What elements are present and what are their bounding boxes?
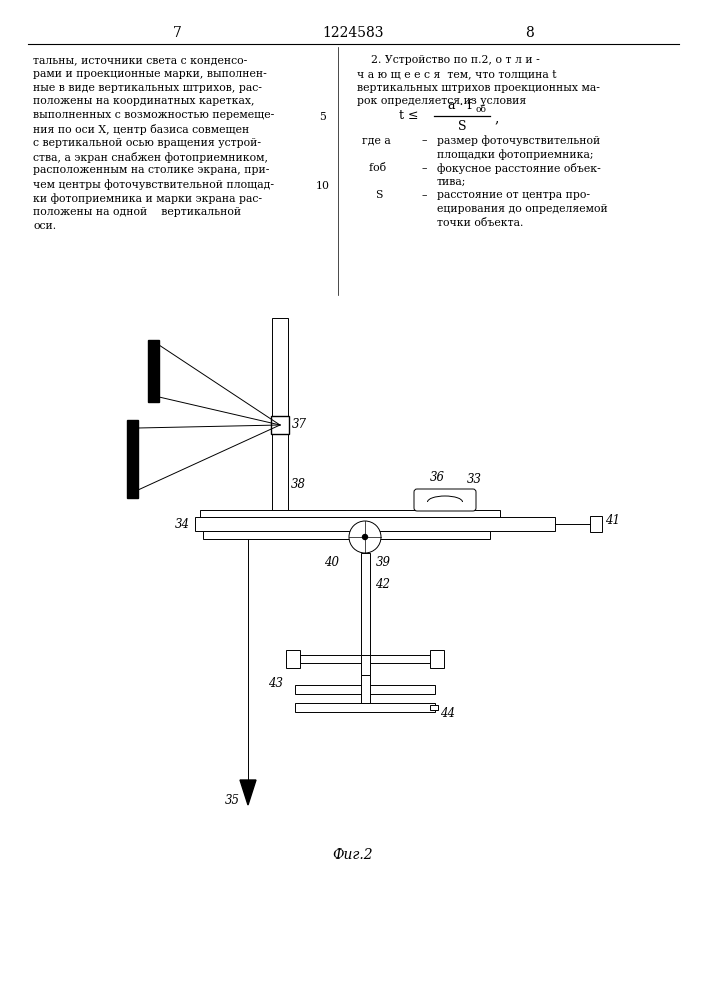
Text: ,: , bbox=[494, 111, 498, 125]
Text: тальны, источники света с конденсо-: тальны, источники света с конденсо- bbox=[33, 55, 247, 65]
Text: 38: 38 bbox=[291, 479, 306, 491]
Bar bbox=[361, 553, 370, 655]
Polygon shape bbox=[148, 340, 159, 402]
Bar bbox=[286, 650, 300, 668]
Text: t ≤: t ≤ bbox=[399, 109, 419, 122]
Text: 34: 34 bbox=[175, 518, 190, 530]
Text: размер фоточувствительной: размер фоточувствительной bbox=[437, 135, 600, 146]
Bar bbox=[195, 517, 555, 531]
Text: фокусное расстояние объек-: фокусное расстояние объек- bbox=[437, 163, 601, 174]
Text: 42: 42 bbox=[375, 578, 390, 591]
Text: 7: 7 bbox=[173, 26, 182, 40]
Text: рами и проекционные марки, выполнен-: рами и проекционные марки, выполнен- bbox=[33, 69, 267, 79]
Text: чем центры фоточувствительной площад-: чем центры фоточувствительной площад- bbox=[33, 179, 274, 190]
Text: 33: 33 bbox=[467, 473, 482, 486]
Text: положены на координатных каретках,: положены на координатных каретках, bbox=[33, 96, 255, 106]
Text: 35: 35 bbox=[225, 794, 240, 806]
Text: расположенным на столике экрана, при-: расположенным на столике экрана, при- bbox=[33, 165, 269, 175]
Text: точки объекта.: точки объекта. bbox=[437, 218, 523, 228]
Bar bbox=[430, 705, 438, 710]
Text: 2. Устройство по п.2, о т л и -: 2. Устройство по п.2, о т л и - bbox=[357, 55, 539, 65]
Text: –: – bbox=[422, 163, 428, 173]
Bar bbox=[300, 655, 430, 663]
Text: ецирования до определяемой: ецирования до определяемой bbox=[437, 204, 608, 214]
Text: 1224583: 1224583 bbox=[322, 26, 384, 40]
Polygon shape bbox=[240, 780, 256, 805]
Bar bbox=[200, 510, 500, 517]
Text: S: S bbox=[362, 190, 383, 200]
Text: вертикальных штрихов проекционных ма-: вертикальных штрихов проекционных ма- bbox=[357, 83, 600, 93]
Bar bbox=[590, 516, 602, 532]
Text: площадки фотоприемника;: площадки фотоприемника; bbox=[437, 149, 593, 160]
Text: –: – bbox=[422, 135, 428, 145]
Bar bbox=[295, 685, 435, 694]
Text: оси.: оси. bbox=[33, 221, 56, 231]
Text: –: – bbox=[422, 190, 428, 200]
Text: 10: 10 bbox=[316, 181, 330, 191]
Text: S: S bbox=[457, 120, 466, 133]
Text: расстояние от центра про-: расстояние от центра про- bbox=[437, 190, 590, 200]
Text: рок определяется из условия: рок определяется из условия bbox=[357, 96, 526, 106]
Text: выполненных с возможностью перемеще-: выполненных с возможностью перемеще- bbox=[33, 110, 274, 120]
Bar bbox=[203, 531, 490, 539]
Bar bbox=[430, 650, 444, 668]
Text: 41: 41 bbox=[605, 514, 620, 527]
Text: 44: 44 bbox=[440, 707, 455, 720]
Text: ные в виде вертикальных штрихов, рас-: ные в виде вертикальных штрихов, рас- bbox=[33, 83, 262, 93]
Bar bbox=[361, 655, 370, 675]
Text: положены на одной    вертикальной: положены на одной вертикальной bbox=[33, 207, 241, 217]
FancyBboxPatch shape bbox=[414, 489, 476, 511]
Text: 39: 39 bbox=[376, 556, 391, 569]
Text: где а: где а bbox=[362, 135, 391, 145]
Text: a · f: a · f bbox=[448, 99, 472, 112]
Text: 37: 37 bbox=[292, 418, 307, 432]
Circle shape bbox=[363, 534, 368, 540]
Bar bbox=[361, 675, 370, 703]
Bar bbox=[272, 318, 288, 510]
Bar bbox=[295, 703, 435, 712]
Text: с вертикальной осью вращения устрой-: с вертикальной осью вращения устрой- bbox=[33, 138, 261, 148]
Text: 43: 43 bbox=[268, 677, 283, 690]
Bar bbox=[271, 416, 289, 434]
Polygon shape bbox=[127, 420, 138, 498]
Text: 36: 36 bbox=[430, 471, 445, 484]
Circle shape bbox=[349, 521, 381, 553]
Text: тива;: тива; bbox=[437, 177, 467, 187]
Text: fоб: fоб bbox=[362, 163, 386, 173]
Text: ства, а экран снабжен фотоприемником,: ства, а экран снабжен фотоприемником, bbox=[33, 152, 268, 163]
Text: Фиг.2: Фиг.2 bbox=[333, 848, 373, 862]
Text: 40: 40 bbox=[324, 556, 339, 569]
Text: ки фотоприемника и марки экрана рас-: ки фотоприемника и марки экрана рас- bbox=[33, 193, 262, 204]
Text: ния по оси Х, центр базиса совмещен: ния по оси Х, центр базиса совмещен bbox=[33, 124, 250, 135]
Bar bbox=[272, 510, 345, 520]
Text: ч а ю щ е е с я  тем, что толщина t: ч а ю щ е е с я тем, что толщина t bbox=[357, 69, 556, 79]
Text: 5: 5 bbox=[320, 112, 327, 122]
Text: об: об bbox=[476, 105, 487, 114]
Text: 8: 8 bbox=[525, 26, 534, 40]
